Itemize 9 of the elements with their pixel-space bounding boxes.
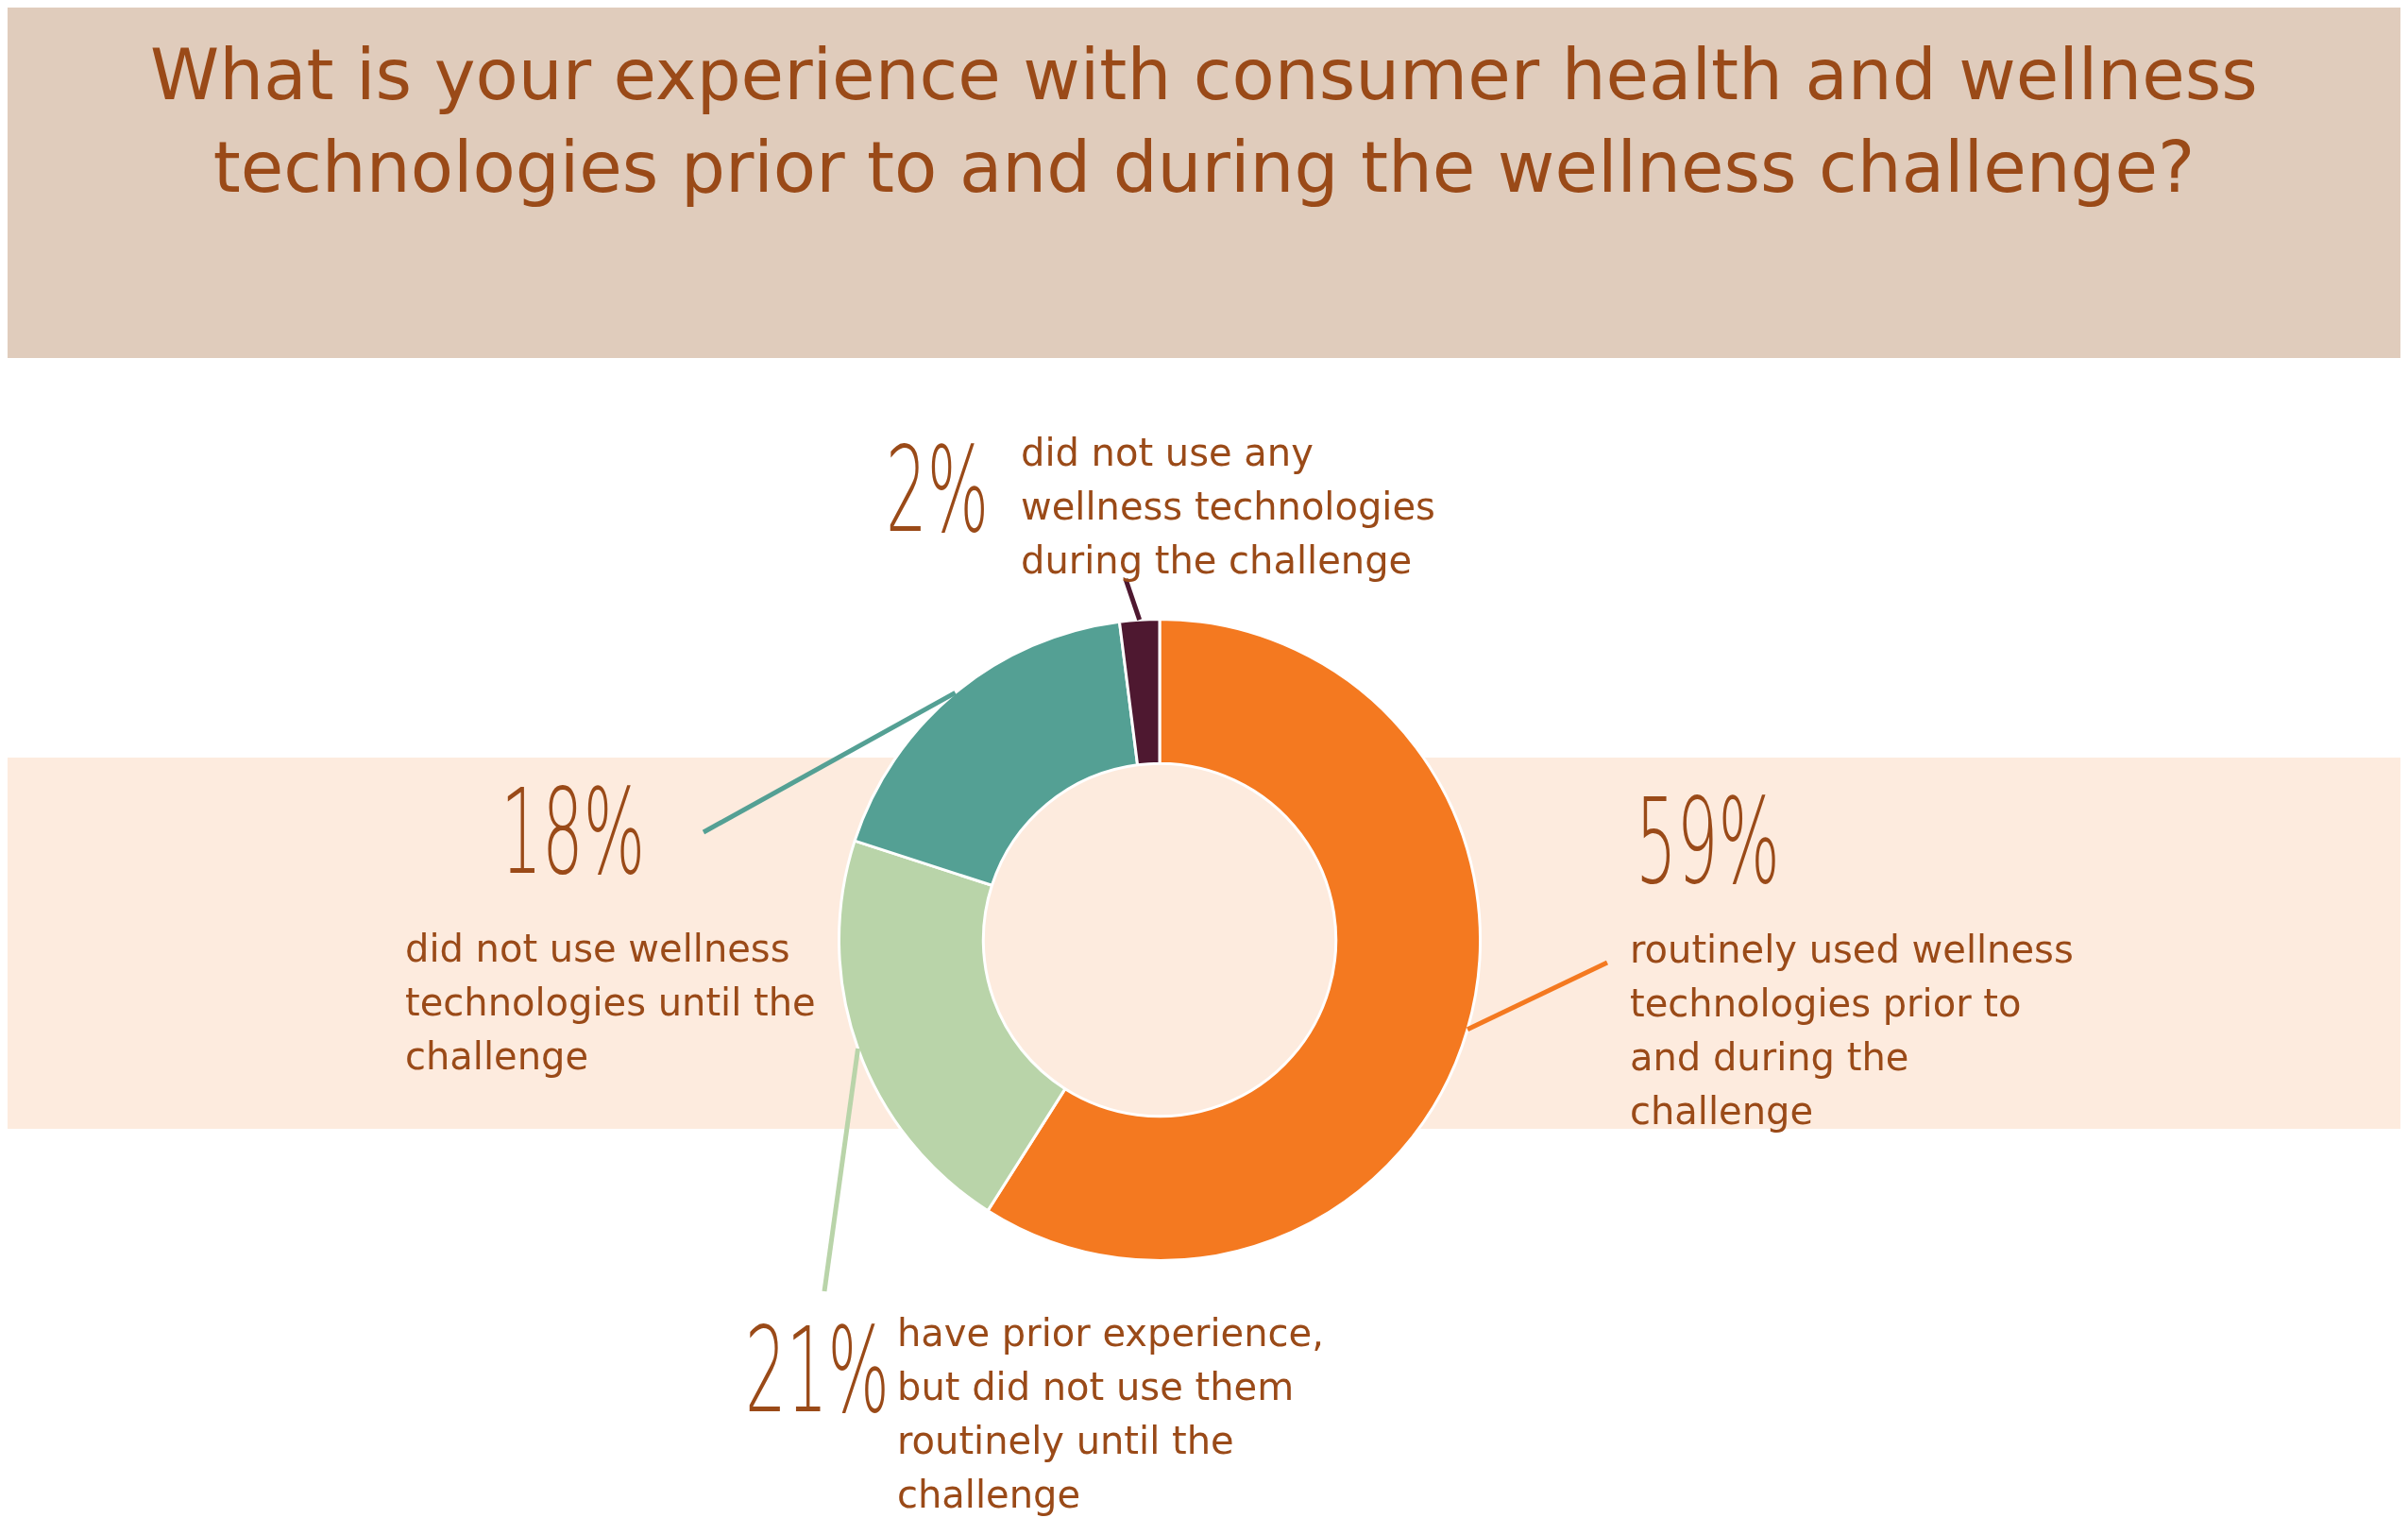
- slice-label: did not use any wellness technologies during the challenge: [1021, 431, 1435, 583]
- slice-label: routinely used wellness technologies prior to and during the challenge: [1630, 928, 2074, 1134]
- chart-title: What is your experience with consumer health and wellness technologies prior to and during the wellness challenge?: [8, 8, 2400, 358]
- data-label: 18%: [500, 762, 645, 901]
- data-label: 2%: [886, 420, 990, 559]
- slice-label: have prior experience, but did not use them routinely until the challenge: [897, 1311, 1324, 1517]
- slice-label: did not use wellness technologies until the challenge: [405, 927, 816, 1079]
- data-label: 59%: [1636, 772, 1780, 911]
- data-label: 21%: [745, 1301, 890, 1440]
